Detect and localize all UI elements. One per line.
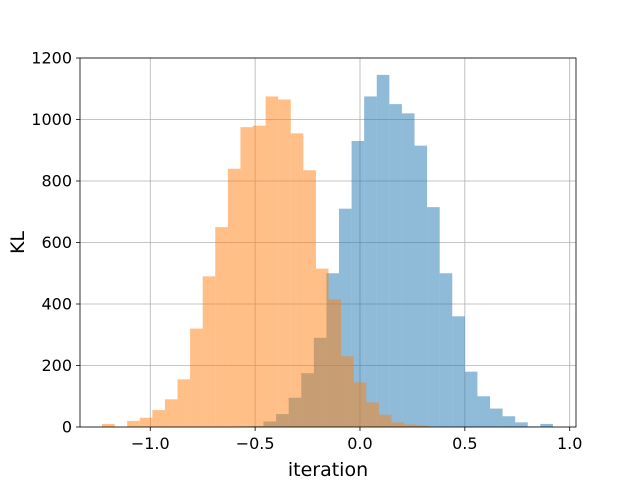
histogram-bar-series-2 xyxy=(202,276,216,427)
x-tick-label: 0.5 xyxy=(452,434,477,453)
histogram-bar-series-2 xyxy=(152,410,165,427)
histogram-bar-series-1 xyxy=(515,422,528,427)
histogram-bar-series-2 xyxy=(227,168,241,427)
histogram-bar-series-1 xyxy=(414,145,428,427)
histogram-bar-series-2 xyxy=(328,299,342,427)
histogram-bar-series-2 xyxy=(190,328,203,427)
histogram-bar-series-2 xyxy=(290,133,304,427)
histogram-bar-series-2 xyxy=(127,420,140,427)
histogram-bar-series-1 xyxy=(439,273,453,427)
histogram-bar-series-2 xyxy=(240,127,254,427)
x-tick-label: −1.0 xyxy=(131,434,170,453)
histogram-bar-series-2 xyxy=(164,399,178,427)
histogram-bar-series-1 xyxy=(452,316,465,427)
x-tick-label: 1.0 xyxy=(557,434,582,453)
y-tick-label: 0 xyxy=(62,418,72,437)
x-tick-label: 0.0 xyxy=(347,434,372,453)
histogram-bar-series-1 xyxy=(401,113,415,427)
histogram-bar-series-1 xyxy=(376,74,390,427)
histogram-bar-series-2 xyxy=(278,99,291,427)
y-tick-label: 1200 xyxy=(31,49,72,68)
histogram-bar-series-2 xyxy=(253,125,266,428)
histogram-bar-series-2 xyxy=(366,402,379,427)
y-axis-label: KL xyxy=(7,231,29,254)
histogram-bar-series-1 xyxy=(540,423,553,427)
histogram-bar-series-1 xyxy=(502,416,516,427)
histogram-bar-series-1 xyxy=(351,141,365,427)
histogram-bar-series-2 xyxy=(391,422,405,427)
y-tick-label: 600 xyxy=(41,233,72,252)
histogram-bar-series-1 xyxy=(477,396,491,427)
y-tick-label: 800 xyxy=(41,172,72,191)
axis-ticks: −1.0 −0.5 0.0 0.5 1.0 0 200 400 600 800 1000 1200 xyxy=(31,49,582,454)
histogram-bar-series-2 xyxy=(265,96,279,427)
histogram-bars xyxy=(102,74,553,428)
y-tick-label: 200 xyxy=(41,356,72,375)
histogram-bar-series-2 xyxy=(102,423,115,427)
histogram-bar-series-1 xyxy=(389,104,402,427)
histogram-bar-series-2 xyxy=(139,417,153,427)
y-tick-label: 1000 xyxy=(31,110,72,129)
histogram-bar-series-2 xyxy=(404,424,417,427)
histogram-bar-series-2 xyxy=(215,227,228,427)
histogram-bar-series-1 xyxy=(490,408,503,427)
x-tick-label: −0.5 xyxy=(236,434,275,453)
histogram-bar-series-1 xyxy=(364,96,377,427)
histogram-bar-series-2 xyxy=(315,268,329,427)
histogram-bar-series-2 xyxy=(378,414,392,427)
y-tick-label: 400 xyxy=(41,295,72,314)
histogram-bar-series-1 xyxy=(427,207,440,427)
histogram-bar-series-2 xyxy=(416,425,430,427)
histogram-bar-series-2 xyxy=(353,382,367,427)
histogram-bar-series-2 xyxy=(303,170,316,428)
histogram-bar-series-2 xyxy=(341,356,354,427)
x-axis-label: iteration xyxy=(288,459,368,480)
histogram-bar-series-1 xyxy=(464,371,478,427)
histogram-bar-series-2 xyxy=(177,379,191,427)
